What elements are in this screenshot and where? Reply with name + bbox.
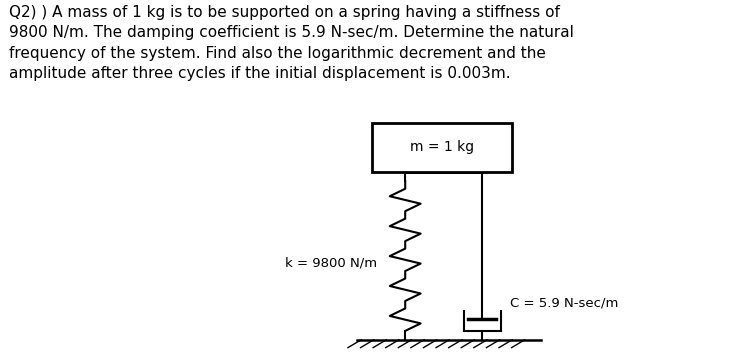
Bar (372, 122, 511, 172)
Text: C = 5.9 N-sec/m: C = 5.9 N-sec/m (510, 297, 618, 310)
Text: m = 1 kg: m = 1 kg (410, 140, 474, 154)
Text: Q2) ) A mass of 1 kg is to be supported on a spring having a stiffness of
9800 N: Q2) ) A mass of 1 kg is to be supported … (9, 5, 573, 81)
Text: k = 9800 N/m: k = 9800 N/m (285, 257, 377, 270)
